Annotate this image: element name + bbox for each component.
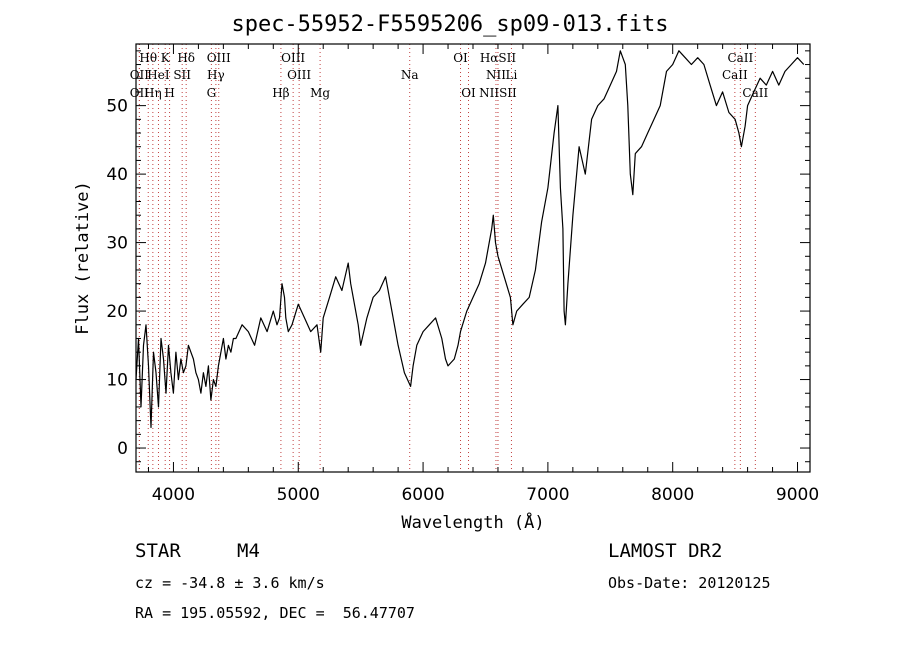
x-tick-label: 7000	[526, 485, 569, 505]
line-label: OIII	[287, 68, 311, 82]
line-label: CaII	[722, 68, 748, 82]
object-subclass: M4	[237, 540, 260, 562]
line-label: Hθ	[139, 51, 157, 65]
y-tick-label: 0	[117, 439, 128, 459]
line-label: Hη	[144, 86, 162, 100]
x-tick-label: 4000	[152, 485, 195, 505]
line-label: HeI	[147, 68, 170, 82]
y-tick-label: 30	[106, 234, 128, 254]
line-label: Mg	[310, 86, 330, 100]
y-axis-label: Flux (relative)	[73, 181, 93, 335]
line-label: NIISII	[479, 86, 517, 100]
plot-frame	[135, 43, 811, 473]
x-axis-label: Wavelength (Å)	[401, 511, 544, 533]
obs-date: Obs-Date: 20120125	[608, 574, 771, 592]
y-tick-label: 50	[106, 97, 128, 117]
y-tick-label: 10	[106, 371, 128, 391]
redshift-readout: cz = -34.8 ± 3.6 km/s	[135, 574, 325, 592]
line-label: Li	[506, 68, 518, 82]
line-label: Hγ	[207, 68, 225, 82]
line-label: K	[161, 51, 171, 65]
x-tick-label: 5000	[277, 485, 320, 505]
line-label: HαSII	[480, 51, 517, 65]
y-tick-label: 40	[106, 165, 128, 185]
line-label: Na	[401, 68, 419, 82]
line-label: SII	[173, 68, 191, 82]
line-label: OII	[130, 68, 150, 82]
object-class: STAR	[135, 540, 181, 562]
x-tick-label: 6000	[401, 485, 444, 505]
x-tick-label: 8000	[651, 485, 694, 505]
line-label: OIII	[207, 51, 231, 65]
spectrum-line	[135, 50, 805, 429]
line-label: OIII	[281, 51, 305, 65]
line-label: Hδ	[177, 51, 195, 65]
x-tick-label: 9000	[776, 485, 819, 505]
y-tick-label: 20	[106, 302, 128, 322]
line-label: OI	[461, 86, 476, 100]
line-label: CaII	[727, 51, 753, 65]
survey-name: LAMOST DR2	[608, 540, 723, 562]
line-label: Hβ	[272, 86, 289, 100]
line-label: G	[207, 86, 217, 100]
coordinates: RA = 195.05592, DEC = 56.47707	[135, 604, 415, 622]
line-label: OII	[130, 86, 150, 100]
line-label: CaII	[742, 86, 768, 100]
line-label: NII	[486, 68, 506, 82]
chart-title: spec-55952-F5595206_sp09-013.fits	[231, 12, 669, 37]
line-label: OI	[453, 51, 468, 65]
line-label: H	[164, 86, 174, 100]
